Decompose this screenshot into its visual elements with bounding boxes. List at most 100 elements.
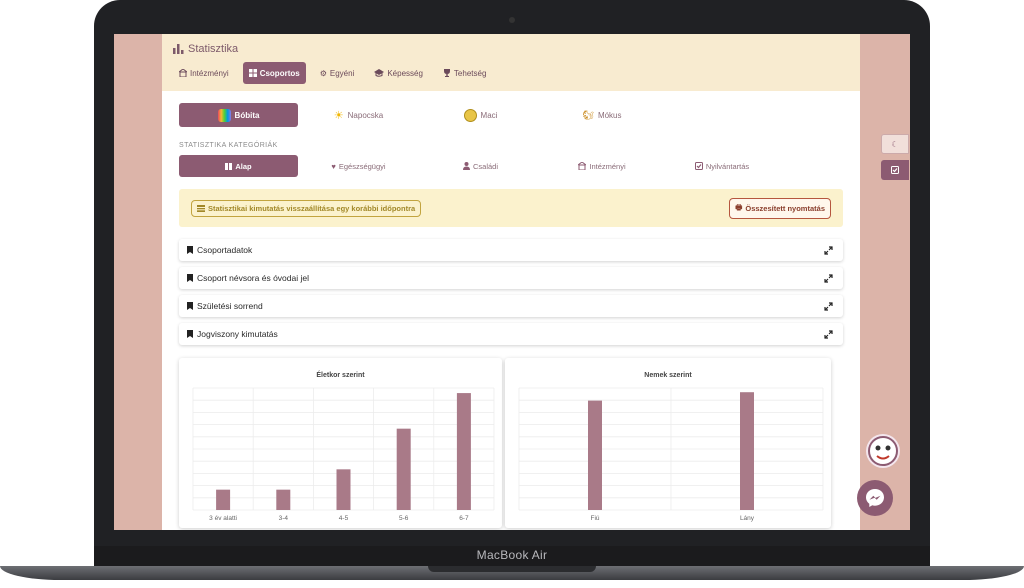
tab-label: Egyéni [329, 68, 355, 78]
section-szuletesi-sorrend[interactable]: Születési sorrend [179, 295, 843, 317]
category-egeszsegugyi[interactable]: ♥ Egészségügyi [298, 155, 419, 177]
category-selector: Alap ♥ Egészségügyi Családi Intézményi N… [179, 155, 843, 177]
section-label: Csoport névsora és óvodai jel [197, 273, 309, 283]
main-tabs: Intézményi Csoportos ⚙ Egyéni Képesség T… [173, 62, 849, 84]
bar[interactable] [740, 392, 754, 510]
category-csaladi[interactable]: Családi [419, 155, 542, 177]
app-window: Statisztika Intézményi Csoportos ⚙ Egyén… [162, 34, 860, 530]
bookmark-icon [187, 246, 193, 254]
section-accordion: Csoportadatok Csoport névsora és óvodai … [179, 239, 843, 345]
charts-row: Életkor szerint 3 év alatti 3-4 4-5 5-6 6-7 … [179, 358, 843, 528]
laptop-base [0, 566, 1024, 580]
bar[interactable] [396, 428, 411, 510]
tab-label: Tehetség [453, 68, 487, 78]
gear-icon: ⚙ [319, 68, 327, 78]
restore-button[interactable]: Statisztikai kimutatás visszaállítása eg… [191, 199, 422, 217]
group-label: Napocska [347, 110, 384, 120]
chart-title: Nemek szerint [644, 372, 692, 379]
section-label: Születési sorrend [197, 301, 263, 311]
category-intezmenyi[interactable]: Intézményi [542, 155, 662, 177]
theme-toggle-button[interactable]: ☾ [881, 134, 909, 154]
print-all-button[interactable]: 🖶 Összesített nyomtatás [729, 197, 831, 219]
tab-intezmenyi[interactable]: Intézményi [173, 62, 235, 84]
tick-label: 4-5 [339, 515, 349, 522]
bar[interactable] [588, 400, 602, 510]
check-square-icon [694, 162, 703, 170]
device-label: MacBook Air [476, 548, 548, 562]
messenger-button[interactable] [857, 480, 893, 516]
section-csoport-nevsora[interactable]: Csoport névsora és óvodai jel [179, 267, 843, 289]
chart-eletkor: Életkor szerint 3 év alatti 3-4 4-5 5-6 6-7 [179, 358, 502, 528]
section-header: Csoportadatok [187, 245, 252, 255]
categories-heading: STATISZTIKA KATEGÓRIÁK [179, 142, 278, 149]
mascot-avatar[interactable] [866, 434, 900, 468]
grid-icon [248, 69, 257, 77]
chart-title: Életkor szerint [316, 372, 365, 379]
category-nyilvantartas[interactable]: Nyilvántartás [662, 155, 782, 177]
notice-bar: Statisztikai kimutatás visszaállítása eg… [179, 189, 843, 227]
tab-label: Intézményi [190, 68, 229, 78]
tick-label: Fiú [590, 515, 599, 522]
chart-nemek: Nemek szerint Fiú Lány [505, 358, 831, 528]
main-content: Bóbita ☀ Napocska Maci 🐿 Mókus STATISZTI… [162, 91, 860, 530]
category-label: Alap [235, 161, 252, 171]
laptop-notch [428, 566, 596, 572]
mascot-icon [868, 436, 898, 466]
tab-label: Képesség [387, 68, 423, 78]
bear-icon [463, 108, 477, 122]
group-label: Maci [480, 110, 498, 120]
tick-label: 3-4 [279, 515, 289, 522]
expand-icon[interactable] [824, 301, 833, 311]
section-jogviszony[interactable]: Jogviszony kimutatás [179, 323, 843, 345]
table-icon [197, 204, 205, 212]
section-csoportadatok[interactable]: Csoportadatok [179, 239, 843, 261]
restore-button-label: Statisztikai kimutatás visszaállítása eg… [208, 203, 416, 213]
tab-tehetseg[interactable]: Tehetség [437, 62, 492, 84]
category-label: Nyilvántartás [705, 161, 750, 171]
chart-nemek-plot: Fiú Lány [518, 387, 824, 522]
screen: Statisztika Intézményi Csoportos ⚙ Egyén… [114, 34, 910, 530]
checklist-side-button[interactable] [881, 160, 909, 180]
tick-label: 5-6 [399, 515, 409, 522]
section-header: Születési sorrend [187, 301, 263, 311]
table-icon [225, 162, 233, 170]
bar[interactable] [336, 469, 351, 510]
category-alap[interactable]: Alap [179, 155, 298, 177]
tick-label: 3 év alatti [209, 515, 237, 522]
header: Statisztika Intézményi Csoportos ⚙ Egyén… [162, 34, 860, 91]
expand-icon[interactable] [824, 329, 833, 339]
bobita-logo-icon [217, 108, 231, 122]
group-napocska[interactable]: ☀ Napocska [298, 103, 419, 127]
group-mokus[interactable]: 🐿 Mókus [542, 103, 662, 127]
tab-label: Csoportos [259, 68, 300, 78]
check-square-icon [891, 166, 899, 174]
bar[interactable] [456, 393, 471, 510]
tab-egyeni[interactable]: ⚙ Egyéni [314, 62, 361, 84]
bar-chart-icon [173, 44, 184, 54]
group-label: Mókus [597, 110, 622, 120]
tab-csoportos[interactable]: Csoportos [242, 62, 306, 84]
moon-icon: ☾ [891, 139, 899, 149]
bar[interactable] [276, 489, 291, 510]
tick-label: 6-7 [459, 515, 469, 522]
group-maci[interactable]: Maci [419, 103, 542, 127]
category-label: Intézményi [589, 161, 626, 171]
camera-icon [509, 17, 515, 23]
section-label: Csoportadatok [197, 245, 253, 255]
expand-icon[interactable] [824, 273, 833, 283]
section-header: Jogviszony kimutatás [187, 329, 278, 339]
building-icon [578, 162, 587, 170]
tick-label: Lány [740, 515, 755, 522]
category-label: Családi [472, 161, 498, 171]
sun-icon: ☀ [333, 109, 344, 122]
squirrel-icon: 🐿 [582, 109, 594, 120]
tab-kepesseg[interactable]: Képesség [368, 62, 429, 84]
group-bobita[interactable]: Bóbita [179, 103, 298, 127]
category-label: Egészségügyi [338, 161, 386, 171]
bar[interactable] [216, 489, 231, 510]
messenger-icon [866, 489, 884, 507]
user-icon [462, 162, 470, 170]
expand-icon[interactable] [824, 245, 833, 255]
group-label: Bóbita [234, 110, 260, 120]
page-title: Statisztika [188, 43, 239, 55]
